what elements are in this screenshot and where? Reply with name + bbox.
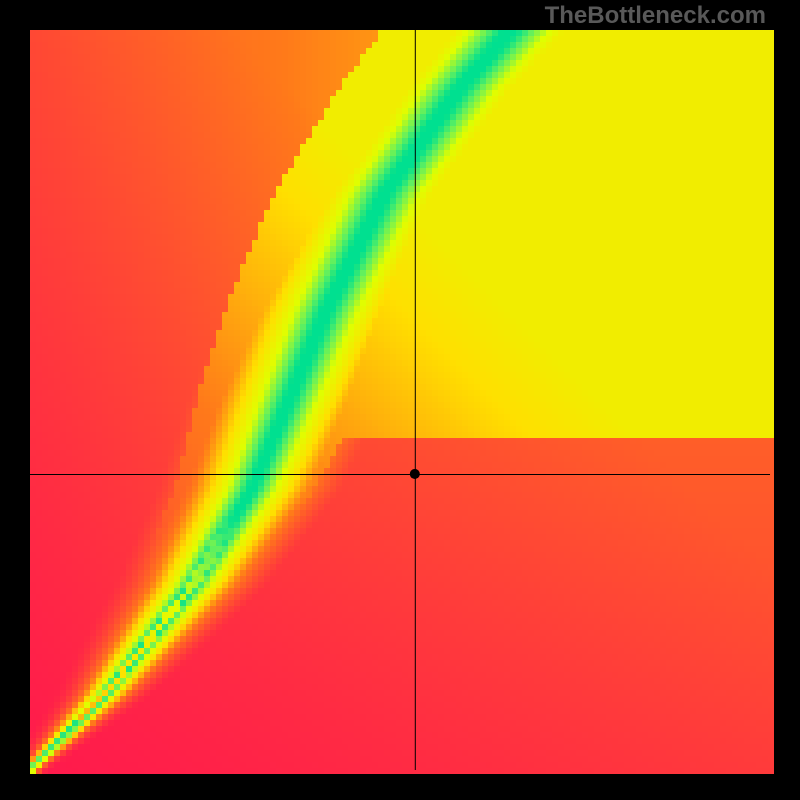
- chart-container: TheBottleneck.com: [0, 0, 800, 800]
- bottleneck-heatmap: [0, 0, 800, 800]
